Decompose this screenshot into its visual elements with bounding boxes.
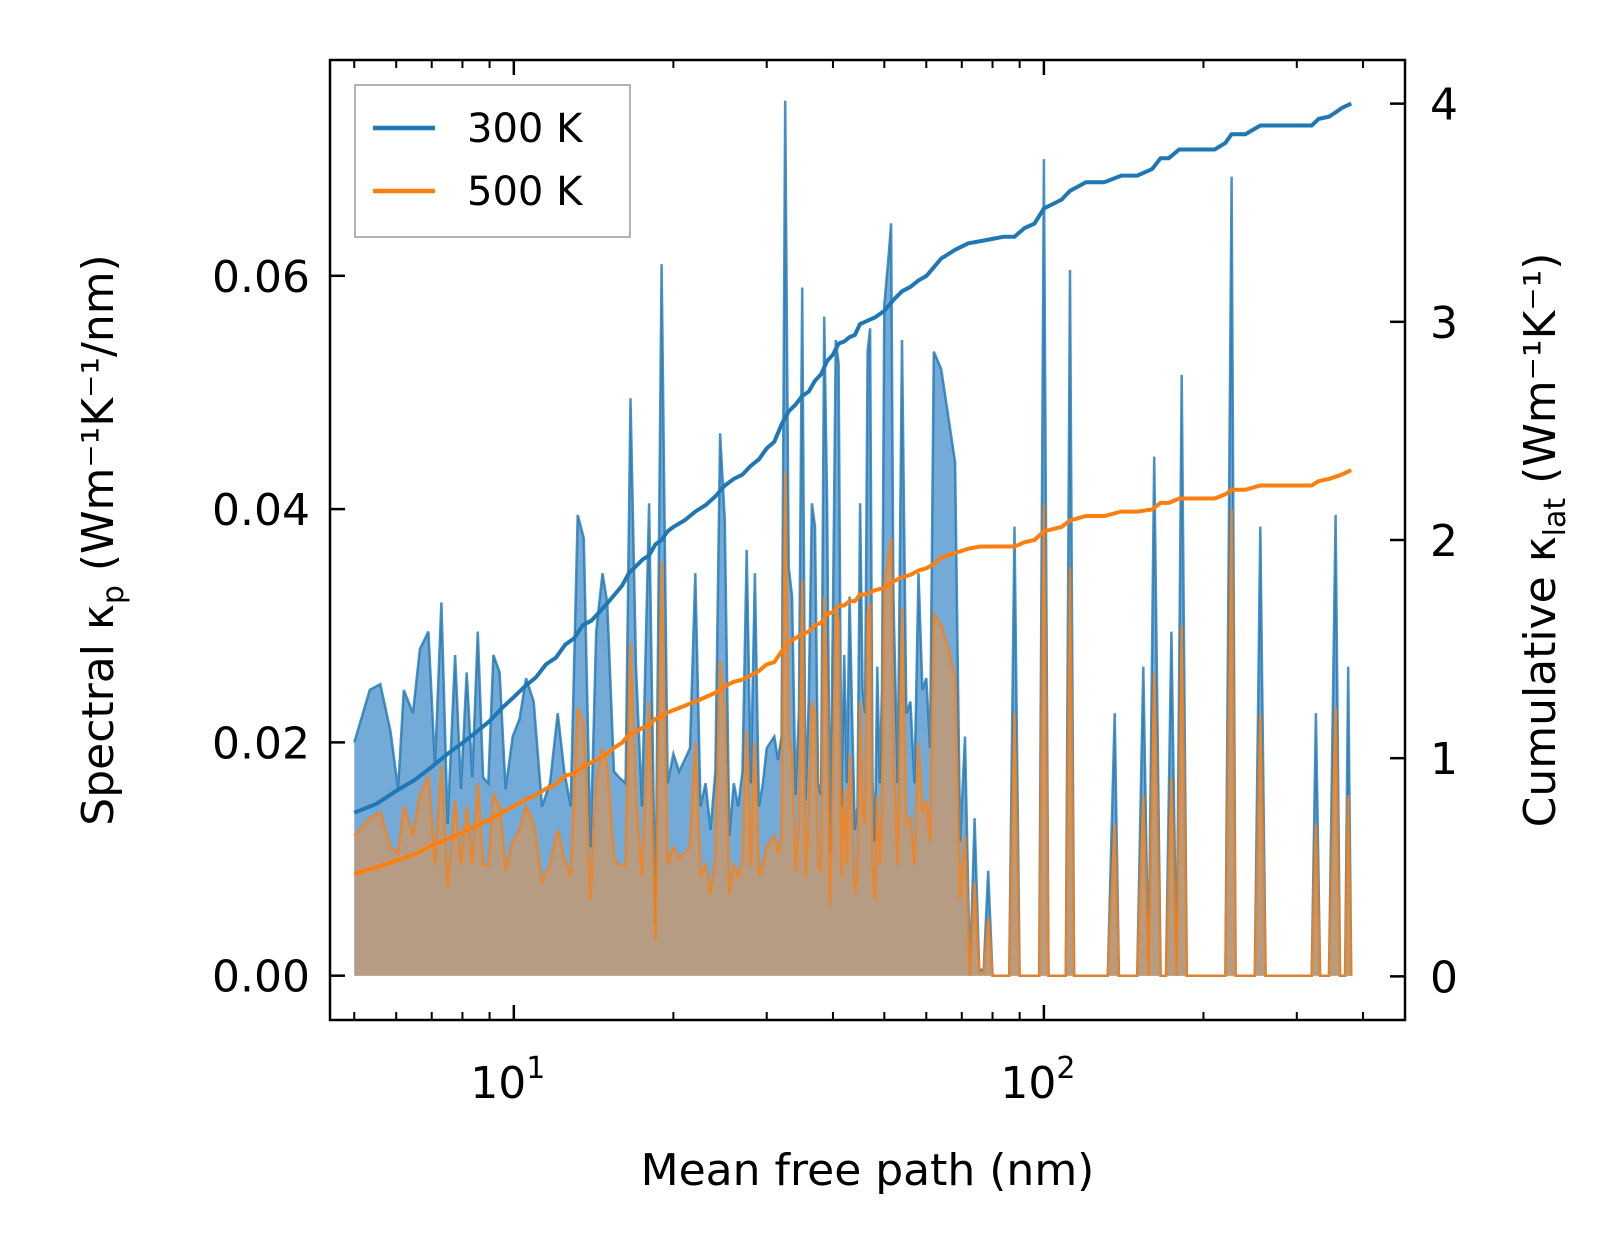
y-left-tick-label: 0.06	[212, 252, 310, 303]
x-tick-exponent: 2	[1056, 1051, 1075, 1086]
y-left-tick-label: 0.00	[212, 952, 310, 1003]
cumulative-line-300k	[353, 101, 1353, 815]
y-right-tick-label: 2	[1430, 516, 1458, 567]
legend: 300 K 500 K	[354, 84, 631, 238]
legend-label: 500 K	[467, 169, 584, 215]
legend-box	[354, 84, 631, 238]
y-left-title-units: (Wm⁻¹K⁻¹/nm)	[73, 254, 124, 585]
y-left-axis-title: Spectral κp (Wm⁻¹K⁻¹/nm)	[73, 254, 131, 825]
x-axis-title: Mean free path (nm)	[641, 1145, 1095, 1196]
cumulative-line-500k	[353, 468, 1353, 876]
y-right-axis-title: Cumulative κlat (Wm⁻¹K⁻¹)	[1515, 253, 1573, 828]
y-left-title-sub: p	[96, 585, 131, 604]
y-right-title-main: Cumulative κ	[1515, 536, 1566, 827]
spectral-line-500k	[353, 471, 1353, 977]
y-left-tick-label: 0.04	[212, 485, 310, 536]
y-right-tick-label: 0	[1430, 952, 1458, 1003]
x-tick-label: 102	[1000, 1051, 1075, 1109]
legend-label: 300 K	[467, 106, 584, 152]
y-left-title-main: Spectral κ	[73, 604, 124, 826]
y-right-title-units: (Wm⁻¹K⁻¹)	[1515, 253, 1566, 498]
y-right-tick-label: 4	[1430, 80, 1458, 131]
series-lines	[353, 101, 1353, 876]
y-right-title-sub: lat	[1538, 498, 1573, 537]
x-tick-exponent: 1	[526, 1051, 545, 1086]
y-right-tick-label: 1	[1430, 734, 1458, 785]
spectral-fill-500k	[354, 471, 1352, 976]
y-right-tick-label: 3	[1430, 298, 1458, 349]
y-left-tick-label: 0.02	[212, 718, 310, 769]
axes	[328, 58, 1407, 1022]
